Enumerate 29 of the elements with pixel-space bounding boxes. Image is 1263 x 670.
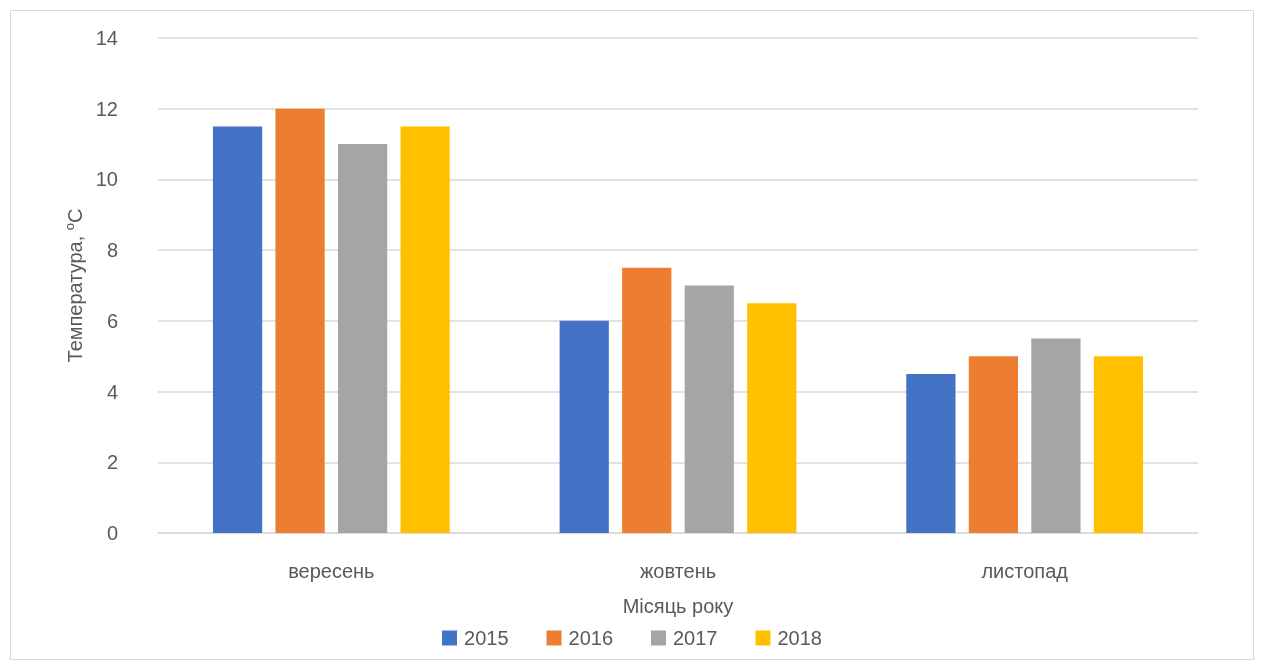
x-tick-label: листопад [981, 560, 1069, 582]
x-tick-label: жовтень [639, 560, 717, 582]
y-tick-label: 6 [106, 309, 118, 332]
y-tick-label: 10 [95, 168, 118, 191]
y-tick-label: 0 [106, 522, 118, 544]
legend-label: 2018 [777, 627, 822, 649]
legend-label: 2015 [464, 627, 509, 649]
x-tick-label: вересень [288, 560, 375, 582]
bar [747, 303, 797, 533]
y-tick-label: 8 [106, 239, 118, 262]
y-tick-label: 12 [95, 97, 118, 120]
bar [622, 267, 672, 533]
bar [337, 144, 388, 533]
y-tick-label: 4 [106, 380, 118, 403]
legend-label: 2016 [568, 627, 614, 649]
y-tick-label: 14 [95, 27, 118, 49]
bar [559, 320, 609, 533]
bar [906, 373, 956, 533]
x-axis-title: Місяць року [622, 595, 734, 617]
bar [275, 108, 325, 533]
y-tick-label: 2 [106, 451, 118, 474]
y-axis-title: Температура, oC [61, 208, 86, 363]
bar [400, 126, 450, 533]
legend-label: 2017 [673, 627, 718, 649]
bar [1031, 338, 1081, 533]
bar [212, 126, 263, 533]
bar [1093, 356, 1144, 533]
bar [968, 356, 1019, 533]
bar [684, 285, 734, 533]
